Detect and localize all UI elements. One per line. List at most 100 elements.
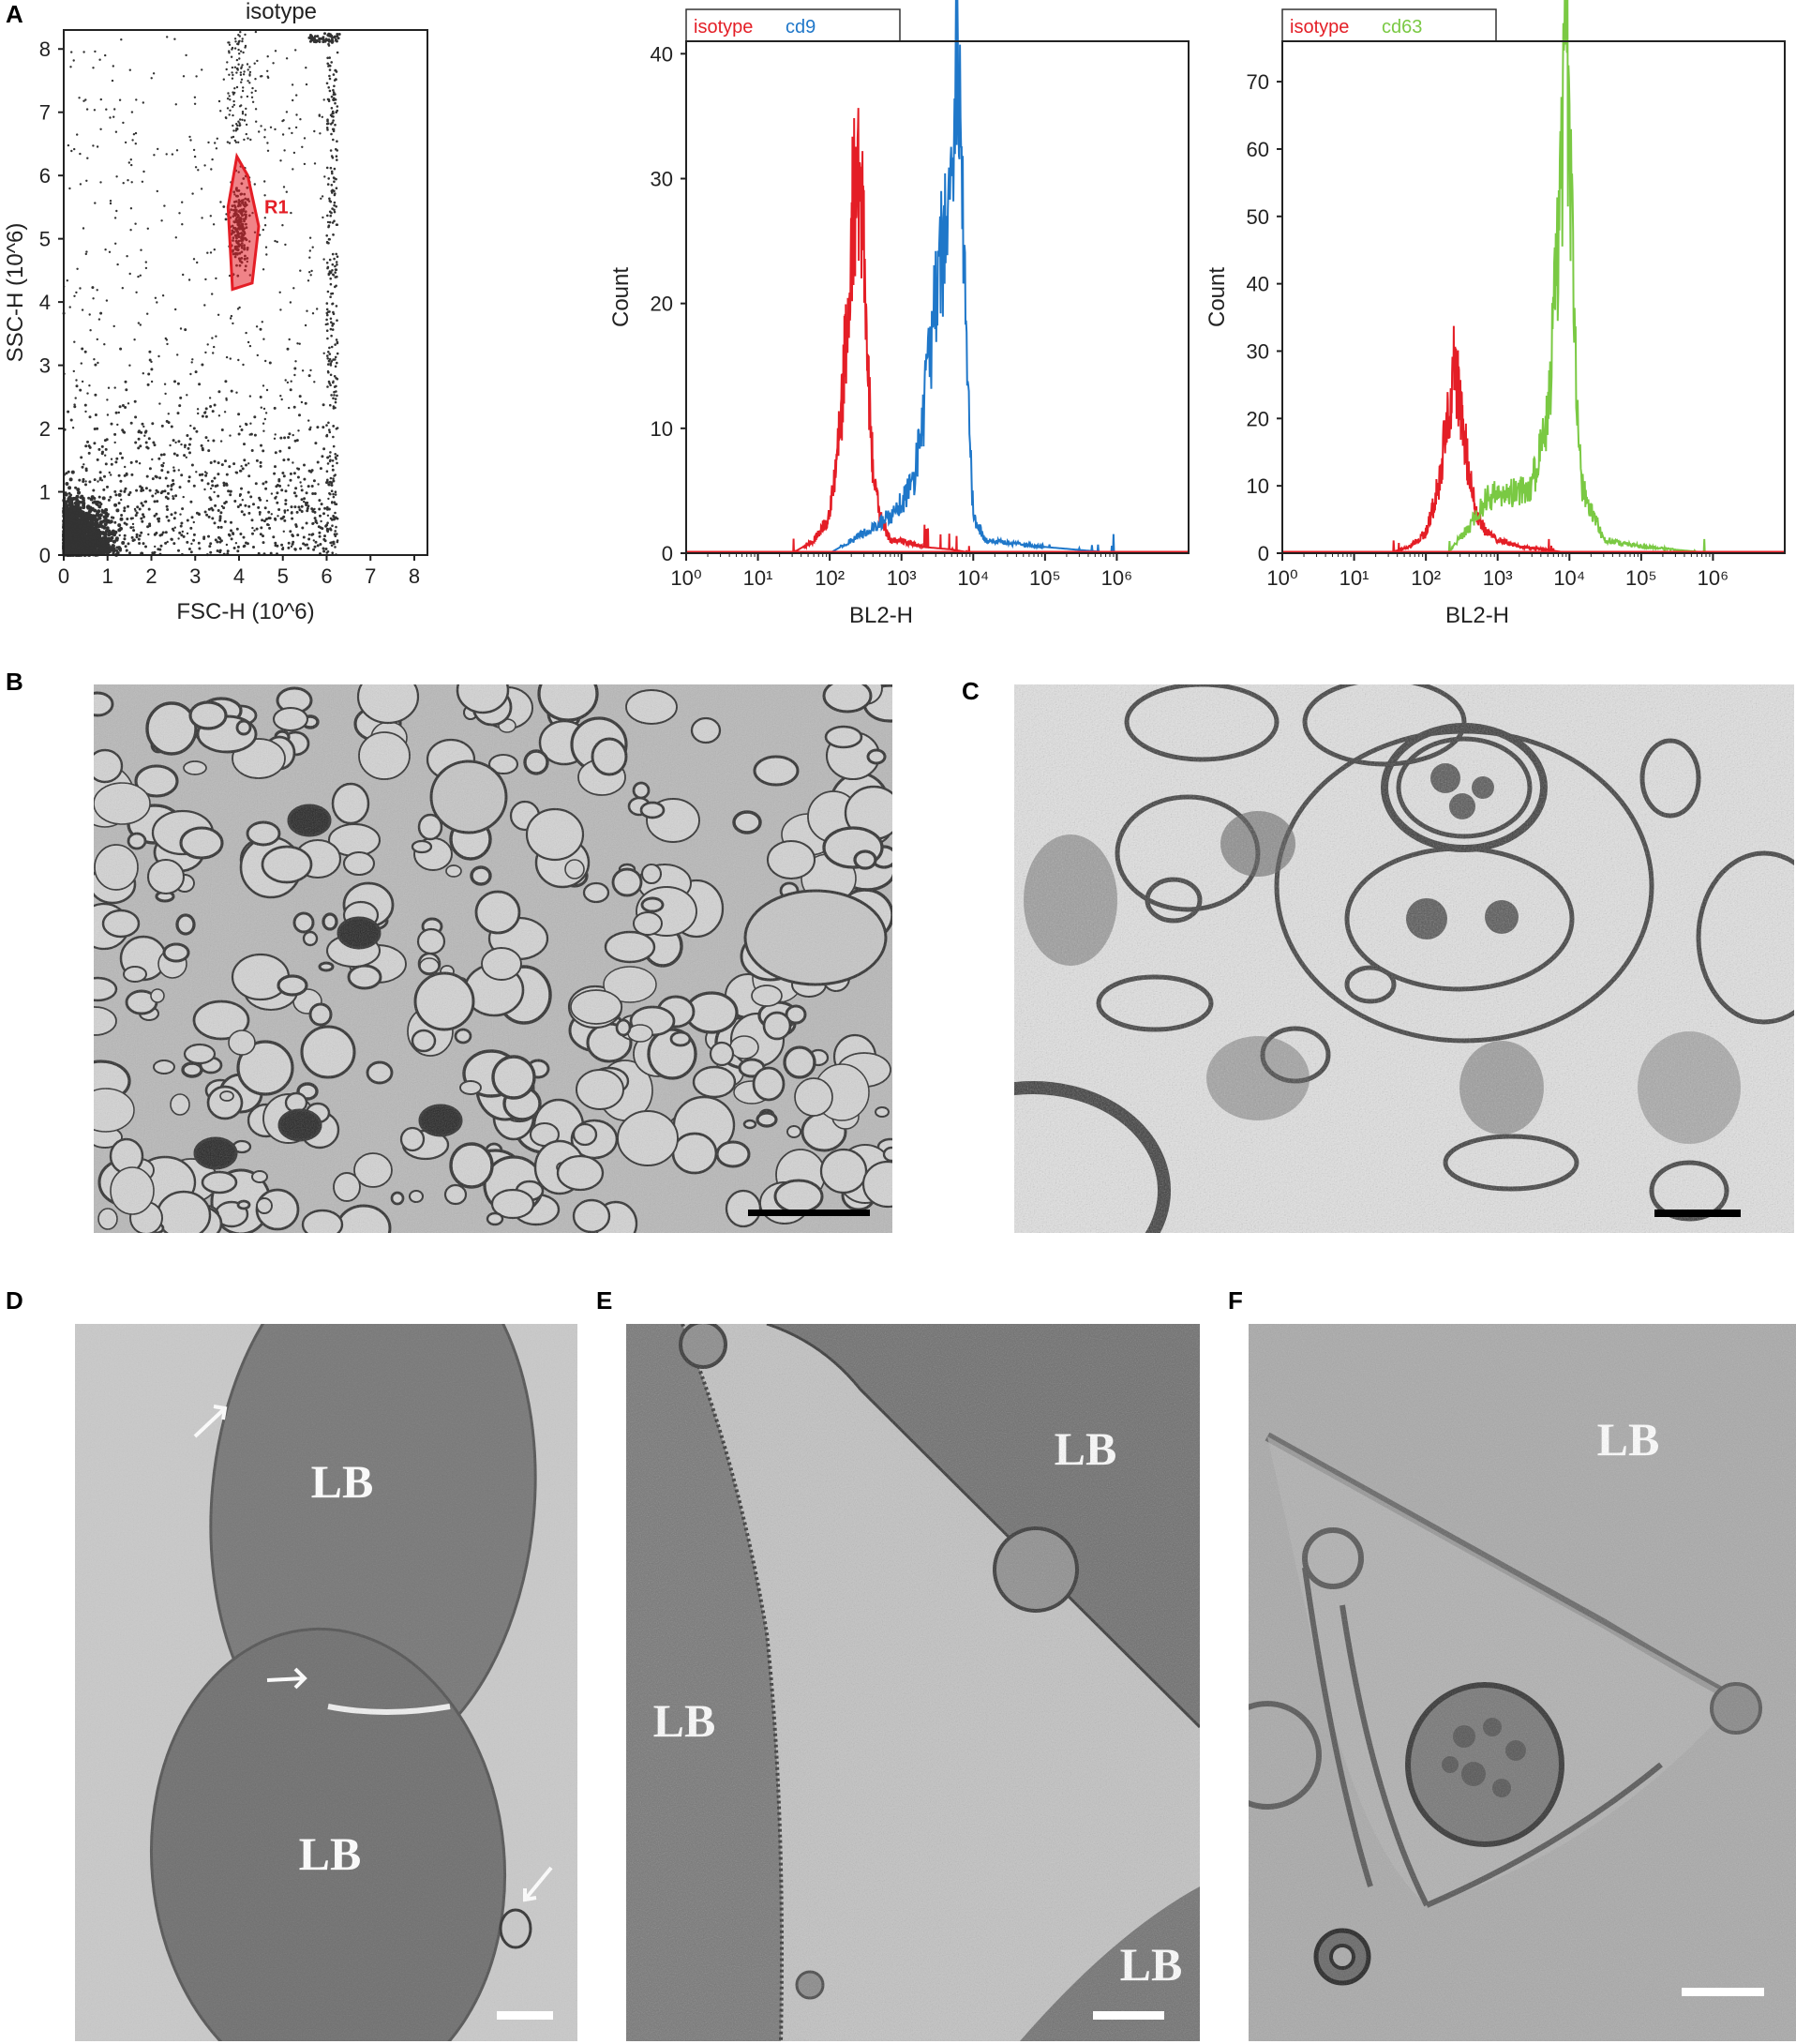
data-point <box>332 312 336 316</box>
data-point <box>166 497 170 501</box>
data-point <box>319 132 322 135</box>
data-point <box>217 509 220 512</box>
data-point <box>329 364 333 367</box>
data-point <box>243 119 247 122</box>
y-tick-label: 0 <box>662 542 673 565</box>
data-point <box>291 511 293 514</box>
data-point <box>237 34 240 37</box>
data-point <box>326 357 330 360</box>
data-point <box>329 528 333 532</box>
data-point <box>304 323 307 327</box>
data-point <box>334 268 337 271</box>
data-point <box>220 504 224 508</box>
data-point <box>327 224 331 227</box>
data-point <box>299 481 302 484</box>
data-point <box>65 527 68 531</box>
data-point <box>165 153 168 156</box>
data-point <box>157 457 161 460</box>
x-tick-label: 10⁵ <box>1625 566 1657 590</box>
data-point <box>112 551 115 555</box>
data-point <box>116 423 119 427</box>
data-point <box>292 98 294 102</box>
data-point <box>135 98 138 101</box>
data-point <box>78 478 82 482</box>
data-point <box>292 461 294 464</box>
data-point <box>119 479 123 483</box>
data-point <box>312 479 316 483</box>
data-point <box>192 520 195 524</box>
data-point <box>335 205 338 208</box>
data-point <box>152 72 156 75</box>
data-point <box>104 529 109 534</box>
data-point <box>166 540 169 544</box>
data-point <box>240 96 243 98</box>
data-point <box>282 458 286 462</box>
data-point <box>170 513 173 517</box>
data-point <box>93 508 97 513</box>
data-point <box>203 510 207 514</box>
data-point <box>235 527 239 531</box>
data-point <box>87 496 91 500</box>
data-point <box>303 500 306 503</box>
data-point <box>328 480 332 484</box>
data-point <box>181 530 184 534</box>
plot-frame <box>1281 40 1786 554</box>
data-point <box>330 107 334 110</box>
data-point <box>99 181 102 184</box>
data-point <box>176 353 179 356</box>
series-line-cd9 <box>829 0 1117 554</box>
data-point <box>211 517 215 520</box>
data-point <box>266 69 269 73</box>
data-point <box>190 361 193 364</box>
data-point <box>69 500 74 504</box>
data-point <box>254 78 257 81</box>
data-point <box>125 549 128 552</box>
data-point <box>245 463 247 467</box>
data-point <box>239 50 243 53</box>
data-point <box>300 488 304 492</box>
data-point <box>254 30 258 34</box>
data-point <box>329 166 333 170</box>
data-point <box>92 488 96 492</box>
data-point <box>68 497 71 500</box>
data-point <box>213 403 217 407</box>
data-point <box>156 189 158 193</box>
data-point <box>297 505 301 509</box>
data-point <box>78 524 82 529</box>
data-point <box>170 488 173 491</box>
data-point <box>293 367 297 370</box>
data-point <box>88 415 92 419</box>
data-point <box>321 195 324 198</box>
data-point <box>329 476 333 480</box>
data-point <box>75 498 79 501</box>
data-point <box>270 492 274 495</box>
data-point <box>308 271 311 274</box>
data-point <box>280 488 284 492</box>
data-point <box>222 205 226 208</box>
data-point <box>144 441 148 444</box>
data-point <box>124 489 127 492</box>
data-point <box>151 458 154 461</box>
data-point <box>213 490 216 494</box>
data-point <box>238 124 241 128</box>
data-point <box>81 380 84 383</box>
y-tick-label: 4 <box>39 291 51 314</box>
data-point <box>225 482 229 486</box>
data-point <box>156 301 158 304</box>
data-point <box>326 313 329 317</box>
data-point <box>235 127 239 130</box>
data-point <box>130 181 133 184</box>
data-point <box>198 547 202 550</box>
x-tick-label: 10⁶ <box>1101 566 1133 590</box>
data-point <box>229 493 232 497</box>
data-point <box>98 523 103 528</box>
data-point <box>154 533 157 536</box>
data-point <box>204 473 208 477</box>
data-point <box>292 433 294 437</box>
data-point <box>300 504 304 508</box>
data-point <box>326 456 330 459</box>
data-point <box>269 126 273 128</box>
data-point <box>241 113 245 115</box>
data-point <box>335 155 338 158</box>
data-point <box>228 41 231 44</box>
